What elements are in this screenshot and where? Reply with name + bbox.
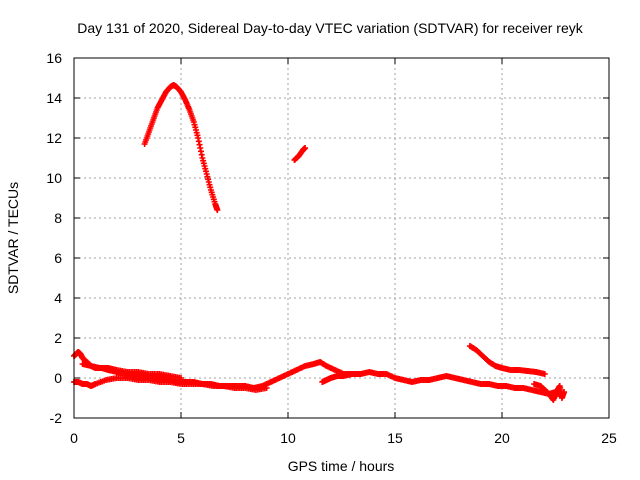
y-tick-label: 8 — [54, 210, 62, 226]
data-point — [541, 371, 548, 377]
y-tick-label: 16 — [46, 50, 62, 66]
y-tick-label: 4 — [54, 290, 62, 306]
data-point — [357, 371, 364, 377]
data-point — [302, 145, 309, 151]
chart-title: Day 131 of 2020, Sidereal Day-to-day VTE… — [77, 20, 583, 36]
plot-frame — [73, 57, 610, 419]
axis-ticks — [73, 57, 610, 419]
y-tick-label: 6 — [54, 250, 62, 266]
x-tick-label: 25 — [601, 430, 617, 446]
x-tick-labels: 0 5 10 15 20 25 — [70, 430, 617, 446]
series-arc-mid — [291, 145, 309, 163]
data-point — [214, 207, 221, 213]
x-tick-label: 5 — [177, 430, 185, 446]
series-arc-high — [141, 82, 221, 213]
series-baseline-low — [71, 375, 270, 393]
y-tick-label: 14 — [46, 90, 62, 106]
y-axis-label: SDTVAR / TECUs — [5, 182, 21, 294]
grid-lines — [74, 58, 609, 418]
y-tick-labels: -2 0 2 4 6 8 10 12 14 16 — [46, 50, 62, 426]
y-tick-label: -2 — [50, 410, 63, 426]
data-point — [561, 389, 568, 395]
x-tick-label: 20 — [494, 430, 510, 446]
series-mid-branch — [319, 371, 364, 385]
series-baseline-upper — [79, 361, 184, 381]
x-tick-label: 10 — [280, 430, 296, 446]
data-point — [178, 375, 184, 381]
y-tick-label: 0 — [54, 370, 62, 386]
data-point — [263, 385, 270, 391]
series-evening-rise — [466, 343, 548, 377]
x-tick-label: 15 — [387, 430, 403, 446]
y-tick-label: 10 — [46, 170, 62, 186]
y-tick-label: 12 — [46, 130, 62, 146]
data-points — [71, 82, 568, 403]
y-tick-label: 2 — [54, 330, 62, 346]
series-evening-cluster — [531, 381, 568, 403]
x-axis-label: GPS time / hours — [288, 458, 395, 474]
x-tick-label: 0 — [70, 430, 78, 446]
